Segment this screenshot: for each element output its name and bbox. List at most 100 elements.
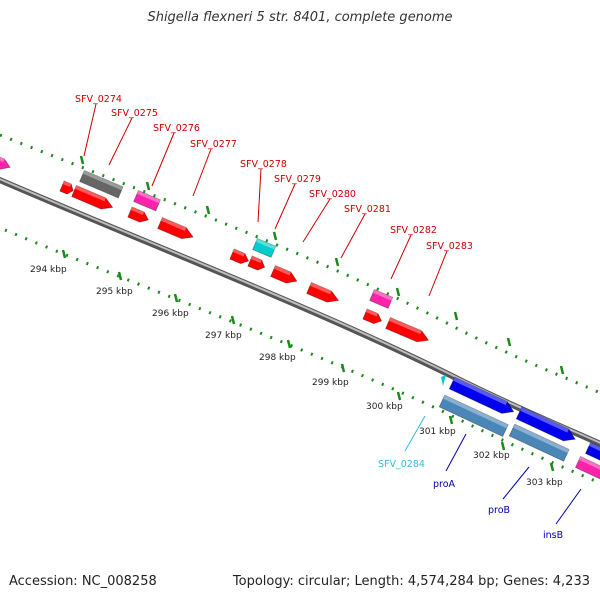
- feature-sfv0274[interactable]: [79, 169, 124, 199]
- outer-tick: [334, 257, 340, 267]
- inner-ring-ticks: [61, 249, 555, 472]
- tick-label: 303 kbp: [526, 478, 563, 488]
- gene-label-insb[interactable]: insB: [543, 530, 563, 541]
- feature-sfv0274-sheen: [82, 170, 124, 191]
- feature-steel-a-sheen: [443, 395, 509, 429]
- gene-label-sfv-0278[interactable]: SFV_0278: [240, 159, 287, 170]
- tick-label: 300 kbp: [366, 402, 403, 412]
- feature-steel-b[interactable]: [508, 423, 570, 462]
- inner-tick: [286, 339, 292, 349]
- feature-insb-sheen: [589, 442, 600, 455]
- feature-sfv0275[interactable]: [71, 184, 115, 212]
- feature-sfv0276-body: [133, 189, 161, 212]
- tick-label: 294 kbp: [30, 265, 67, 275]
- feature-sfv0281-body: [306, 281, 340, 303]
- gene-features[interactable]: [0, 152, 600, 480]
- feature-sfv0279b[interactable]: [247, 255, 267, 272]
- outer-tick: [272, 231, 278, 241]
- feature-red-a-sheen: [62, 180, 72, 188]
- gene-label-sfv-0276[interactable]: SFV_0276: [153, 123, 200, 134]
- leader-line: [502, 466, 530, 500]
- feature-sfv0275-sheen: [74, 185, 106, 202]
- feature-sfv0276[interactable]: [133, 189, 161, 212]
- tick-label: 298 kbp: [259, 353, 296, 363]
- feature-prob-sheen: [520, 407, 569, 433]
- feature-red-a-body: [59, 180, 74, 195]
- feature-insb-body: [584, 442, 600, 463]
- scale-tick-labels: 294 kbp 295 kbp 296 kbp 297 kbp 298 kbp 299 k…: [30, 265, 563, 488]
- leader-line: [151, 132, 175, 187]
- feature-sfv0273-sheen: [0, 152, 5, 163]
- feature-sfv0281[interactable]: [306, 281, 341, 306]
- leader-line: [390, 234, 412, 280]
- gene-label-sfv-0279[interactable]: SFV_0279: [274, 174, 321, 185]
- outer-tick: [395, 287, 401, 297]
- label-leader-lines: [83, 103, 582, 525]
- gene-label-sfv-0283[interactable]: SFV_0283: [426, 241, 473, 252]
- feature-sfv0280-sheen: [273, 265, 291, 276]
- gene-label-sfv-0282[interactable]: SFV_0282: [390, 225, 437, 236]
- feature-magenta-end[interactable]: [574, 456, 600, 480]
- feature-sfv0274-body: [79, 169, 124, 199]
- feature-proa[interactable]: [448, 376, 516, 418]
- inner-dot-ring: [4, 228, 600, 485]
- gene-label-sfv-0274[interactable]: SFV_0274: [75, 94, 122, 105]
- feature-prob[interactable]: [515, 406, 578, 445]
- gene-label-proa[interactable]: proA: [433, 479, 456, 490]
- feature-magenta-end-sheen: [579, 456, 600, 472]
- dot-rings: [0, 133, 600, 485]
- feature-sfv0279a[interactable]: [229, 248, 251, 266]
- feature-sfv0283-sheen: [388, 317, 422, 335]
- feature-sfv0277-sheen: [160, 217, 187, 231]
- tick-label: 301 kbp: [419, 427, 456, 437]
- feature-sfv0282b[interactable]: [362, 308, 384, 326]
- inner-tick: [549, 462, 555, 472]
- leader-line: [192, 148, 212, 197]
- outer-dot-ring: [0, 133, 600, 395]
- inner-tick: [173, 293, 179, 303]
- feature-sfv0283[interactable]: [385, 316, 431, 345]
- leader-line: [445, 433, 467, 472]
- gene-label-sfv-0284[interactable]: SFV_0284: [378, 459, 425, 470]
- tick-label: 299 kbp: [312, 378, 349, 388]
- feature-red-a[interactable]: [59, 180, 75, 196]
- feature-sfv0282b-body: [362, 308, 383, 325]
- feature-sfv0280[interactable]: [270, 264, 300, 286]
- tick-label: 296 kbp: [152, 309, 189, 319]
- outer-tick: [453, 311, 459, 321]
- gene-labels: SFV_0274 SFV_0275 SFV_0276 SFV_0277SFV_0278…: [75, 94, 563, 541]
- gene-label-prob[interactable]: proB: [488, 505, 510, 516]
- feature-proa-body: [448, 376, 515, 414]
- feature-steel-a[interactable]: [438, 394, 509, 438]
- outer-ring-ticks: [79, 155, 565, 375]
- feature-insb[interactable]: [584, 442, 600, 463]
- gene-label-sfv-0275[interactable]: SFV_0275: [111, 108, 158, 119]
- inner-tick: [500, 441, 506, 451]
- inner-tick: [117, 271, 123, 281]
- feature-sfv0282[interactable]: [369, 288, 394, 309]
- leader-line: [108, 117, 133, 166]
- feature-steel-b-sheen: [513, 424, 570, 454]
- outer-tick: [79, 155, 85, 165]
- outer-tick: [506, 337, 512, 347]
- feature-sfv0279a-sheen: [232, 248, 245, 257]
- feature-sfv0275-body: [71, 184, 114, 210]
- feature-sfv0284[interactable]: [441, 375, 446, 386]
- gene-label-sfv-0280[interactable]: SFV_0280: [309, 189, 356, 200]
- feature-sfv0273[interactable]: [0, 152, 12, 173]
- accession-label: Accession: NC_008258: [9, 574, 157, 589]
- leader-line: [340, 213, 366, 259]
- feature-sfv0280-body: [270, 264, 298, 284]
- feature-sfv0283-body: [385, 316, 430, 343]
- feature-sfv0278[interactable]: [252, 237, 277, 258]
- gene-label-sfv-0277[interactable]: SFV_0277: [190, 139, 237, 150]
- feature-sfv0276b-body: [127, 206, 150, 223]
- page-title: Shigella flexneri 5 str. 8401, complete …: [147, 10, 453, 25]
- inner-tick: [61, 249, 67, 259]
- feature-sfv0277[interactable]: [157, 216, 196, 242]
- feature-sfv0282-sheen: [372, 289, 393, 301]
- gene-label-sfv-0281[interactable]: SFV_0281: [344, 204, 391, 215]
- feature-sfv0276b[interactable]: [127, 206, 151, 225]
- feature-sfv0282-body: [369, 288, 394, 309]
